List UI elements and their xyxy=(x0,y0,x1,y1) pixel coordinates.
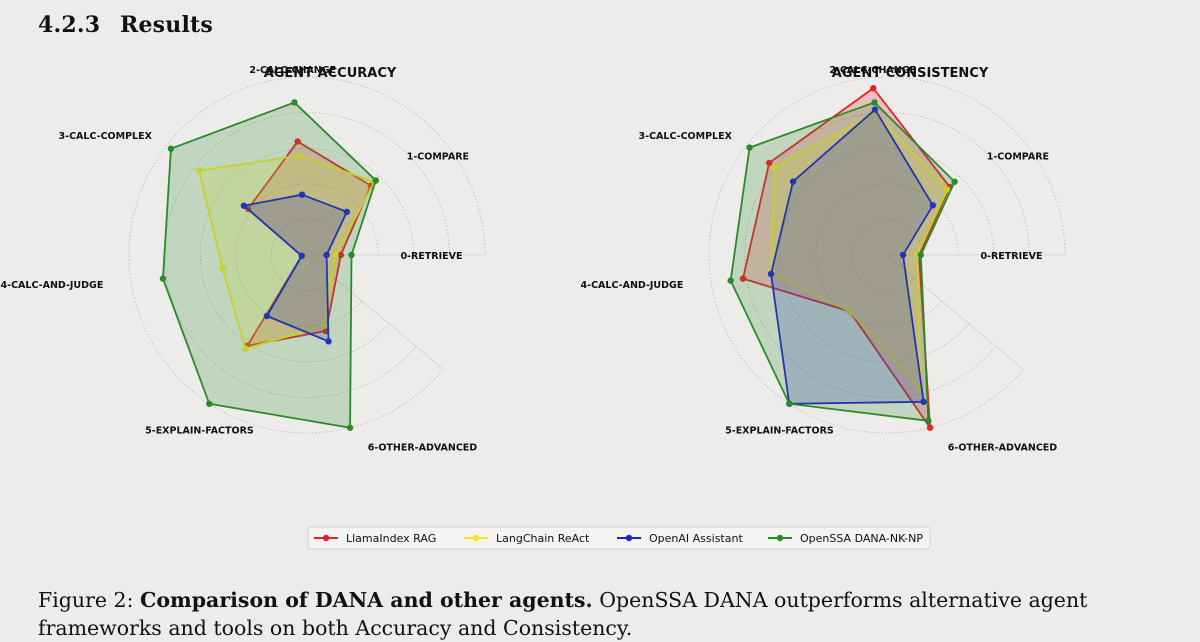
data-point-openai-assistant-2-calc-change xyxy=(871,106,879,113)
axis-label-6-other-advanced: 6-OTHER-ADVANCED xyxy=(368,443,478,454)
figure-caption: Figure 2: Comparison of DANA and other a… xyxy=(38,586,1148,642)
data-point-langchain-react-5-explain-factors xyxy=(846,308,854,315)
accuracy-radar-chart: AGENT ACCURACY 0-RETRIEVE 1-COMPARE 2-CALC-… xyxy=(1,65,486,454)
data-point-openai-assistant-1-compare xyxy=(343,208,351,216)
axis-label-1-compare: 1-COMPARE xyxy=(407,152,469,163)
series-area-openai-assistant xyxy=(242,193,348,343)
data-point-llamaindex-rag-4-calc-and-judge xyxy=(739,275,747,282)
series-area-openssa-dana-nk-np xyxy=(729,101,956,422)
chart-title: AGENT ACCURACY xyxy=(264,66,397,81)
legend-marker-llamaindex-rag xyxy=(322,534,330,542)
data-point-openai-assistant-4-calc-and-judge xyxy=(767,270,775,278)
data-point-openssa-dana-nk-np-0-retrieve xyxy=(348,251,355,259)
data-point-langchain-react-6-other-advanced xyxy=(321,322,328,330)
series-area-openai-assistant xyxy=(770,108,934,405)
grid-ring xyxy=(744,112,1030,398)
consistency-radar-chart: AGENT CONSISTENCY 0-RETRIEVE 1-COMPARE 2-CA… xyxy=(581,65,1066,454)
data-point-openai-assistant-0-retrieve xyxy=(899,251,907,259)
data-point-openai-assistant-4-calc-and-judge xyxy=(298,252,305,260)
axis-label-0-retrieve: 0-RETRIEVE xyxy=(980,251,1042,262)
data-point-langchain-react-4-calc-and-judge xyxy=(219,265,226,273)
grid-ring xyxy=(271,219,343,291)
grid-ring xyxy=(779,147,995,363)
data-point-openssa-dana-nk-np-0-retrieve xyxy=(917,251,925,259)
data-point-openai-assistant-5-explain-factors xyxy=(263,312,271,320)
grid-ring xyxy=(164,112,450,398)
data-point-openssa-dana-nk-np-3-calc-complex xyxy=(746,144,753,151)
data-point-llamaindex-rag-2-calc-change xyxy=(294,138,301,145)
legend-label-openai-assistant: OpenAI Assistant xyxy=(649,532,743,545)
data-point-llamaindex-rag-0-retrieve xyxy=(337,251,345,259)
data-point-openai-assistant-3-calc-complex xyxy=(240,202,248,209)
figure-radar-charts: AGENT ACCURACY 0-RETRIEVE 1-COMPARE 2-CALC-… xyxy=(1,65,1066,550)
axis-label-4-calc-and-judge: 4-CALC-AND-JUDGE xyxy=(1,280,104,291)
axis-label-5-explain-factors: 5-EXPLAIN-FACTORS xyxy=(145,426,254,437)
data-point-openssa-dana-nk-np-3-calc-complex xyxy=(167,145,175,152)
axis-label-2-calc-change: 2-CALC-CHANGE xyxy=(829,65,916,76)
data-point-openssa-dana-nk-np-2-calc-change xyxy=(871,99,878,106)
axis-label-3-calc-complex: 3-CALC-COMPLEX xyxy=(639,131,733,142)
section-number: 4.2.3 xyxy=(38,12,101,38)
series-area-llamaindex-rag xyxy=(742,87,951,429)
data-point-openssa-dana-nk-np-5-explain-factors xyxy=(786,400,793,407)
data-point-langchain-react-3-calc-complex xyxy=(771,164,778,171)
series-area-langchain-react xyxy=(770,112,949,391)
data-point-langchain-react-5-explain-factors xyxy=(242,345,249,352)
data-point-openai-assistant-6-other-advanced xyxy=(325,338,332,345)
data-point-openssa-dana-nk-np-2-calc-change xyxy=(291,99,298,106)
axis-label-3-calc-complex: 3-CALC-COMPLEX xyxy=(59,131,153,142)
data-point-openssa-dana-nk-np-1-compare xyxy=(951,178,958,185)
data-point-openssa-dana-nk-np-4-calc-and-judge xyxy=(159,275,167,282)
axis-label-6-other-advanced: 6-OTHER-ADVANCED xyxy=(948,443,1058,454)
data-point-openssa-dana-nk-np-6-other-advanced xyxy=(925,417,932,425)
data-point-langchain-react-2-calc-change xyxy=(295,152,303,159)
data-point-openssa-dana-nk-np-5-explain-factors xyxy=(206,400,213,407)
data-point-llamaindex-rag-2-calc-change xyxy=(870,85,877,92)
data-point-langchain-react-3-calc-complex xyxy=(195,167,203,174)
chart-title: AGENT CONSISTENCY xyxy=(832,66,989,81)
data-point-openai-assistant-2-calc-change xyxy=(298,191,306,198)
grid-ring xyxy=(128,76,486,434)
grid-ring xyxy=(199,147,415,363)
data-point-langchain-react-0-retrieve xyxy=(332,251,339,259)
data-point-openssa-dana-nk-np-6-other-advanced xyxy=(346,424,354,431)
data-point-openai-assistant-6-other-advanced xyxy=(920,398,927,406)
data-point-openai-assistant-3-calc-complex xyxy=(789,178,797,185)
data-point-llamaindex-rag-6-other-advanced xyxy=(926,424,934,431)
axis-label-0-retrieve: 0-RETRIEVE xyxy=(400,251,462,262)
section-title: Results xyxy=(120,12,213,38)
data-point-openssa-dana-nk-np-4-calc-and-judge xyxy=(727,277,734,284)
axis-label-2-calc-change: 2-CALC-CHANGE xyxy=(249,65,336,76)
legend-marker-openssa-dana-nk-np xyxy=(776,534,784,542)
legend: LlamaIndex RAG LangChain ReAct OpenAI Assi… xyxy=(307,526,931,550)
legend-label-openssa-dana-nk-np: OpenSSA DANA-NK-NP xyxy=(800,532,923,545)
sector-edge xyxy=(306,254,444,370)
data-point-openai-assistant-0-retrieve xyxy=(323,251,330,259)
data-point-llamaindex-rag-3-calc-complex xyxy=(765,159,773,167)
legend-marker-openai-assistant xyxy=(625,534,633,542)
grid-ring xyxy=(708,76,1066,434)
axis-label-1-compare: 1-COMPARE xyxy=(987,152,1049,163)
caption-label: Figure 2: xyxy=(38,588,134,612)
grid-ring xyxy=(851,219,923,291)
series-area-openssa-dana-nk-np xyxy=(162,101,377,429)
legend-label-langchain-react: LangChain ReAct xyxy=(496,532,590,545)
data-point-langchain-react-1-compare xyxy=(944,186,951,193)
legend-label-llamaindex-rag: LlamaIndex RAG xyxy=(346,532,436,545)
data-point-openssa-dana-nk-np-1-compare xyxy=(372,177,380,184)
axis-label-5-explain-factors: 5-EXPLAIN-FACTORS xyxy=(725,426,834,437)
legend-marker-langchain-react xyxy=(472,534,480,542)
data-point-openai-assistant-1-compare xyxy=(929,202,937,209)
axis-label-4-calc-and-judge: 4-CALC-AND-JUDGE xyxy=(581,280,684,291)
section-heading: 4.2.3 Results xyxy=(38,12,213,38)
sector-edge xyxy=(886,254,1024,370)
caption-bold: Comparison of DANA and other agents. xyxy=(140,588,593,612)
